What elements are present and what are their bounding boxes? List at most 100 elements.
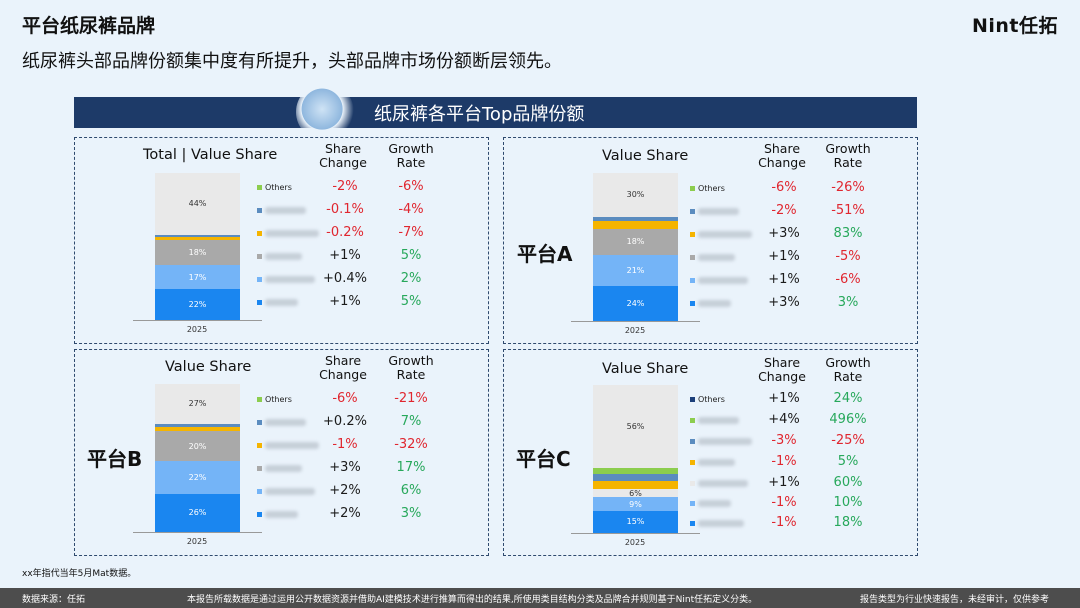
bar-segment: 18% [155, 240, 240, 266]
page-title: 平台纸尿裤品牌 [22, 15, 156, 37]
growth-rate-value: -6% [398, 179, 424, 194]
bar-baseline [133, 320, 262, 321]
redacted-brand-name [698, 459, 735, 466]
growth-rate-value: -7% [398, 225, 424, 240]
platform-label: 平台C [516, 447, 571, 471]
share-change-value: -0.2% [326, 225, 364, 240]
share-change-value: +1% [768, 475, 800, 490]
legend-swatch-icon [690, 481, 695, 486]
redacted-brand-name [698, 480, 748, 487]
legend-item [690, 519, 744, 528]
legend-item [257, 298, 298, 307]
legend-label: Others [265, 183, 292, 192]
share-change-value: +3% [329, 460, 361, 475]
bar-segment [155, 234, 240, 238]
share-change-value: +1% [329, 294, 361, 309]
bar-segment [593, 216, 678, 222]
share-change-header: Share Change [319, 141, 367, 170]
bar-segment [155, 423, 240, 427]
legend-swatch-icon [690, 460, 695, 465]
bar-baseline [133, 532, 262, 533]
chart-panel [503, 349, 918, 556]
redacted-brand-name [265, 299, 298, 306]
brand-logo: Nint任拓 [971, 15, 1058, 37]
legend-item [257, 464, 302, 473]
growth-rate-value: -26% [831, 180, 865, 195]
legend-item [690, 479, 748, 488]
legend-swatch-icon [257, 300, 262, 305]
chart-title: Value Share [602, 361, 689, 377]
growth-rate-value: -32% [394, 437, 428, 452]
legend-item [690, 230, 752, 239]
chart-panel [74, 137, 489, 344]
bar-segment: 18% [593, 228, 678, 256]
footer-report-type: 报告类型为行业快速报告，未经审计，仅供参考 [860, 595, 1050, 605]
growth-rate-value: 10% [833, 495, 863, 510]
legend-swatch-icon [257, 277, 262, 282]
legend-item [257, 510, 298, 519]
growth-rate-header: Growth Rate [825, 141, 871, 170]
page-subtitle: 纸尿裤头部品牌份额集中度有所提升，头部品牌市场份额断层领先。 [22, 51, 562, 72]
redacted-brand-name [698, 231, 752, 238]
redacted-brand-name [265, 276, 315, 283]
bar-segment: 20% [155, 431, 240, 461]
legend-swatch-icon [257, 254, 262, 259]
legend-item [257, 206, 306, 215]
legend-item [690, 458, 735, 467]
redacted-brand-name [698, 438, 752, 445]
bar-segment: 15% [593, 510, 678, 533]
growth-rate-value: 2% [400, 271, 422, 286]
bar-segment: 27% [155, 384, 240, 424]
bar-baseline [571, 321, 700, 322]
redacted-brand-name [698, 500, 731, 507]
growth-rate-value: 6% [400, 483, 422, 498]
legend-item [257, 487, 315, 496]
legend-item: Others [690, 184, 725, 193]
bar-segment: 6% [593, 489, 678, 498]
legend-swatch-icon [690, 439, 695, 444]
bar-segment: 21% [593, 255, 678, 286]
share-change-value: +2% [329, 483, 361, 498]
x-tick-label: 2025 [624, 326, 646, 335]
legend-item [690, 416, 739, 425]
redacted-brand-name [698, 254, 735, 261]
share-change-value: -1% [771, 495, 797, 510]
x-tick-label: 2025 [186, 325, 208, 334]
legend-swatch-icon [690, 186, 695, 191]
legend-item [690, 253, 735, 262]
share-change-value: +4% [768, 412, 800, 427]
share-change-value: +1% [768, 391, 800, 406]
growth-rate-header: Growth Rate [388, 353, 434, 382]
legend-label: Others [698, 184, 725, 193]
share-change-header: Share Change [758, 355, 806, 384]
growth-rate-value: -4% [398, 202, 424, 217]
share-change-value: +1% [768, 249, 800, 264]
legend-item [257, 252, 302, 261]
chart-title: Total | Value Share [143, 147, 278, 163]
legend-item [257, 418, 306, 427]
legend-item [257, 275, 315, 284]
share-change-value: +0.2% [323, 414, 367, 429]
share-change-value: -2% [771, 203, 797, 218]
x-tick-label: 2025 [186, 537, 208, 546]
bar-segment [155, 426, 240, 432]
legend-item [690, 207, 739, 216]
legend-item: Others [690, 395, 725, 404]
share-change-value: -1% [771, 515, 797, 530]
redacted-brand-name [265, 253, 302, 260]
redacted-brand-name [698, 277, 748, 284]
bar-segment [155, 237, 240, 241]
redacted-brand-name [698, 300, 731, 307]
bar-baseline [571, 533, 700, 534]
redacted-brand-name [698, 417, 739, 424]
bar-segment [593, 473, 678, 482]
growth-rate-value: -5% [835, 249, 861, 264]
growth-rate-value: 496% [829, 412, 867, 427]
legend-item [690, 276, 748, 285]
growth-rate-value: -25% [831, 433, 865, 448]
share-change-header: Share Change [319, 353, 367, 382]
bar-segment: 17% [155, 265, 240, 290]
x-tick-label: 2025 [624, 538, 646, 547]
share-change-value: -3% [771, 433, 797, 448]
growth-rate-value: 3% [837, 295, 859, 310]
